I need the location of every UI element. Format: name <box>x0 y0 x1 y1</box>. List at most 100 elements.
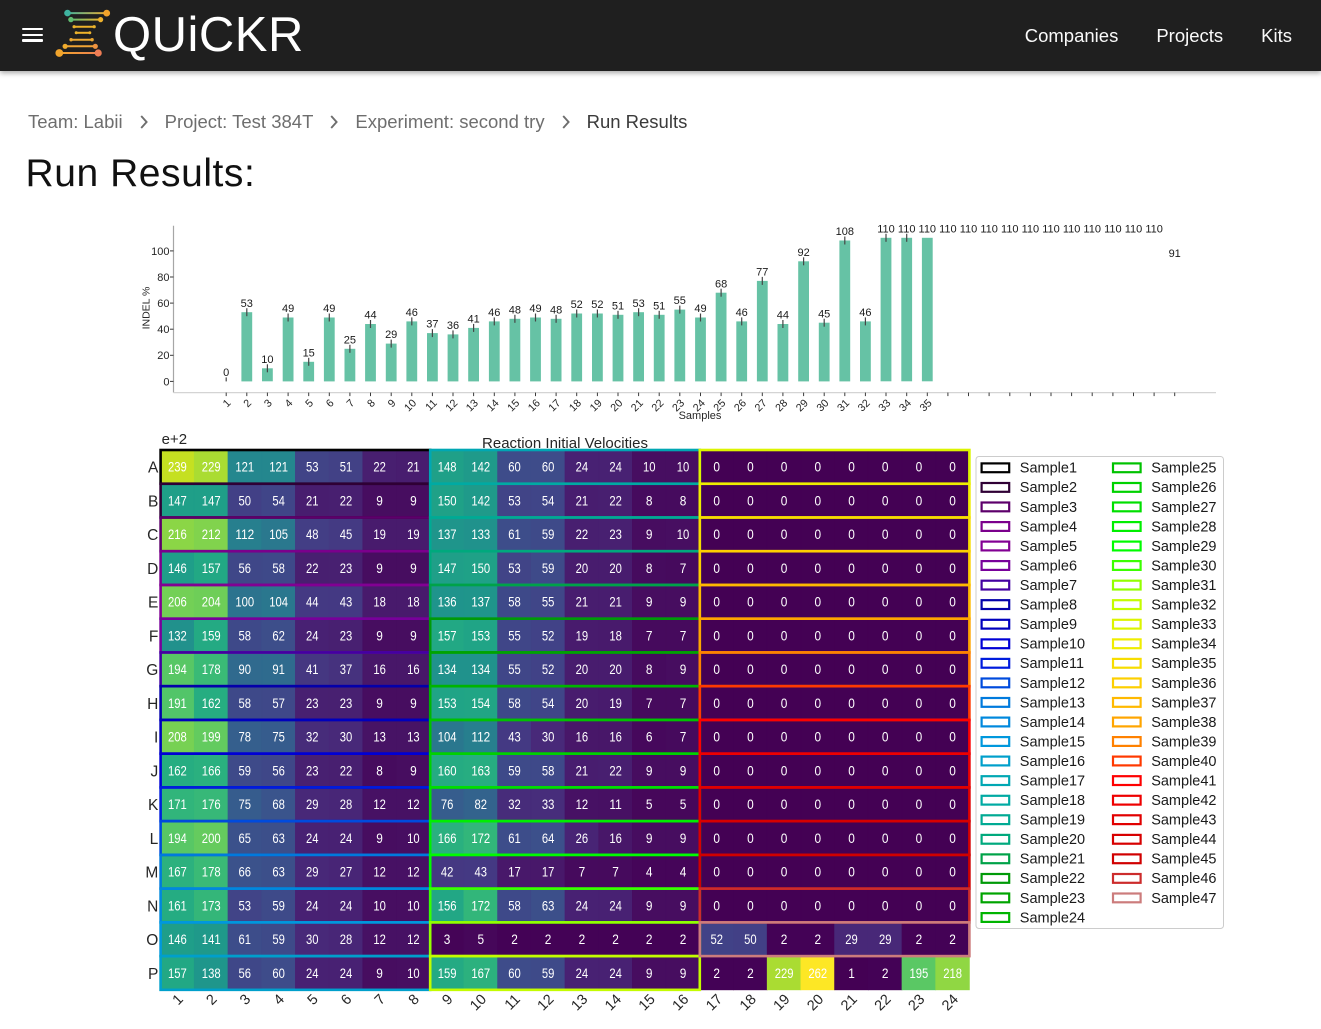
svg-text:E: E <box>148 595 158 612</box>
svg-text:0: 0 <box>747 492 754 508</box>
svg-text:10: 10 <box>677 459 690 475</box>
svg-text:Sample38: Sample38 <box>1151 715 1216 731</box>
svg-text:9: 9 <box>680 594 687 610</box>
svg-text:2: 2 <box>545 931 552 947</box>
svg-text:8: 8 <box>646 560 653 576</box>
svg-text:199: 199 <box>202 729 221 745</box>
svg-text:Reaction Initial Velocities: Reaction Initial Velocities <box>482 435 648 452</box>
svg-text:0: 0 <box>747 729 754 745</box>
svg-text:9: 9 <box>376 492 383 508</box>
svg-text:20: 20 <box>576 560 589 576</box>
svg-text:0: 0 <box>916 492 923 508</box>
svg-text:40: 40 <box>157 324 169 336</box>
svg-text:191: 191 <box>168 695 187 711</box>
svg-text:0: 0 <box>848 492 855 508</box>
svg-text:42: 42 <box>441 864 454 880</box>
svg-text:0: 0 <box>815 526 822 542</box>
svg-text:Sample18: Sample18 <box>1020 793 1085 809</box>
svg-text:25: 25 <box>344 334 356 346</box>
svg-text:2: 2 <box>949 931 956 947</box>
svg-text:Sample27: Sample27 <box>1151 500 1216 516</box>
svg-text:16: 16 <box>670 992 693 1015</box>
svg-text:0: 0 <box>916 627 923 643</box>
svg-text:51: 51 <box>612 300 624 312</box>
svg-text:29: 29 <box>879 931 892 947</box>
svg-text:31: 31 <box>835 397 852 414</box>
svg-text:Sample47: Sample47 <box>1151 891 1216 907</box>
svg-text:55: 55 <box>674 295 686 307</box>
svg-text:0: 0 <box>882 830 889 846</box>
svg-text:56: 56 <box>272 762 285 778</box>
svg-text:5: 5 <box>303 397 316 410</box>
svg-text:9: 9 <box>646 762 653 778</box>
svg-text:J: J <box>151 763 159 780</box>
svg-text:35: 35 <box>918 397 935 414</box>
svg-text:0: 0 <box>747 459 754 475</box>
svg-text:0: 0 <box>882 762 889 778</box>
svg-text:19: 19 <box>771 992 794 1015</box>
svg-text:8: 8 <box>406 992 423 1009</box>
svg-text:9: 9 <box>680 661 687 677</box>
svg-text:110: 110 <box>1125 223 1143 235</box>
svg-text:60: 60 <box>508 459 521 475</box>
svg-text:24: 24 <box>609 459 622 475</box>
svg-text:27: 27 <box>753 397 770 414</box>
svg-text:0: 0 <box>916 526 923 542</box>
svg-text:28: 28 <box>340 796 353 812</box>
svg-text:150: 150 <box>471 560 490 576</box>
svg-text:0: 0 <box>848 830 855 846</box>
svg-text:24: 24 <box>609 965 622 981</box>
svg-text:0: 0 <box>713 526 720 542</box>
svg-text:159: 159 <box>438 965 457 981</box>
svg-text:Sample39: Sample39 <box>1151 734 1216 750</box>
svg-text:21: 21 <box>629 397 646 414</box>
svg-text:229: 229 <box>202 459 221 475</box>
svg-text:50: 50 <box>744 931 757 947</box>
svg-text:12: 12 <box>373 931 386 947</box>
svg-text:56: 56 <box>239 965 252 981</box>
svg-text:0: 0 <box>781 864 788 880</box>
svg-text:Sample24: Sample24 <box>1020 910 1085 926</box>
svg-text:Sample20: Sample20 <box>1020 832 1085 848</box>
svg-text:0: 0 <box>815 594 822 610</box>
svg-text:Sample25: Sample25 <box>1151 461 1216 477</box>
svg-text:0: 0 <box>815 796 822 812</box>
svg-text:20: 20 <box>576 661 589 677</box>
svg-text:10: 10 <box>467 992 490 1015</box>
svg-text:43: 43 <box>508 729 521 745</box>
svg-text:51: 51 <box>653 300 665 312</box>
svg-text:0: 0 <box>848 729 855 745</box>
svg-text:4: 4 <box>646 864 653 880</box>
svg-text:12: 12 <box>576 796 589 812</box>
svg-text:0: 0 <box>781 729 788 745</box>
svg-text:53: 53 <box>241 298 253 310</box>
svg-text:32: 32 <box>508 796 521 812</box>
svg-text:20: 20 <box>609 560 622 576</box>
svg-text:157: 157 <box>202 560 221 576</box>
svg-text:9: 9 <box>376 830 383 846</box>
svg-text:Sample8: Sample8 <box>1020 598 1077 614</box>
svg-text:20: 20 <box>576 695 589 711</box>
svg-text:Sample13: Sample13 <box>1020 695 1085 711</box>
svg-text:0: 0 <box>916 594 923 610</box>
svg-text:171: 171 <box>168 796 187 812</box>
svg-text:13: 13 <box>373 729 386 745</box>
svg-text:0: 0 <box>815 560 822 576</box>
svg-text:48: 48 <box>550 304 562 316</box>
svg-text:0: 0 <box>747 796 754 812</box>
svg-text:23: 23 <box>340 627 353 643</box>
svg-text:0: 0 <box>781 762 788 778</box>
svg-text:14: 14 <box>485 397 502 414</box>
svg-text:41: 41 <box>306 661 319 677</box>
svg-text:53: 53 <box>306 459 319 475</box>
svg-text:0: 0 <box>848 459 855 475</box>
svg-text:Sample42: Sample42 <box>1151 793 1216 809</box>
svg-text:0: 0 <box>916 830 923 846</box>
svg-text:10: 10 <box>402 397 419 414</box>
svg-text:48: 48 <box>509 304 521 316</box>
svg-text:19: 19 <box>373 526 386 542</box>
svg-text:60: 60 <box>272 965 285 981</box>
svg-text:0: 0 <box>713 459 720 475</box>
svg-text:10: 10 <box>407 965 420 981</box>
svg-text:7: 7 <box>372 992 389 1009</box>
